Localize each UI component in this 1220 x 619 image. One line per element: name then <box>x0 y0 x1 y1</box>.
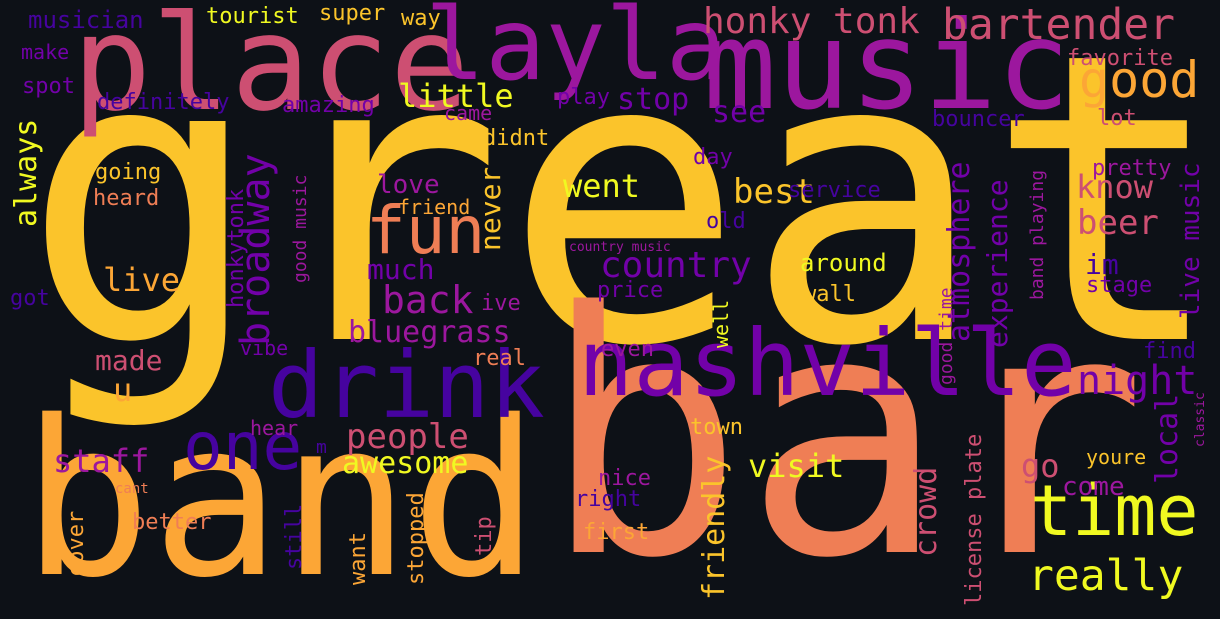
word-service: service <box>788 178 881 203</box>
word-vibe: vibe <box>240 336 289 360</box>
word-bouncer: bouncer <box>932 107 1025 132</box>
word-come: come <box>1062 472 1125 502</box>
word-good-music: good music <box>290 174 311 283</box>
word-bluegrass: bluegrass <box>348 315 511 350</box>
word-stop: stop <box>617 82 690 117</box>
word-awesome: awesome <box>342 446 469 481</box>
word-bartender: bartender <box>942 0 1175 50</box>
word-little: little <box>398 77 514 115</box>
word-tourist: tourist <box>206 4 299 29</box>
word-layla: layla <box>425 0 727 103</box>
word-made: made <box>95 344 163 377</box>
word-never: never <box>474 166 507 251</box>
word-definitely: definitely <box>97 90 230 115</box>
word-tip: tip <box>472 516 497 556</box>
word-honkytonk: honkytonk <box>224 188 249 308</box>
word-beer: beer <box>1077 203 1159 243</box>
word-love: love <box>377 170 440 200</box>
word-band-playing: band playing <box>1027 169 1048 300</box>
word-nice: nice <box>598 466 651 491</box>
word-cant: cant <box>115 481 149 497</box>
word-wall: wall <box>803 282 856 307</box>
word-make: make <box>21 40 70 64</box>
word-stopped: stopped <box>404 492 429 585</box>
word-day: day <box>693 145 733 170</box>
word-place: place <box>72 0 470 141</box>
word-old: old <box>706 209 746 234</box>
word-musician: musician <box>28 6 144 34</box>
word-band: band <box>22 374 540 619</box>
word-didnt: didnt <box>483 126 550 151</box>
word-back: back <box>382 278 474 322</box>
word-live-music: live music <box>1176 162 1206 319</box>
word-go: go <box>1021 447 1060 485</box>
word-stage: stage <box>1086 273 1153 298</box>
word-youre: youre <box>1086 445 1147 469</box>
word-great: great <box>22 0 1220 434</box>
word-much: much <box>367 253 435 286</box>
word-classic: classic <box>1193 392 1208 447</box>
word-staff: staff <box>53 442 150 480</box>
word-im: im <box>1085 248 1119 281</box>
word-drink: drink <box>268 332 545 439</box>
word-local: local <box>1150 393 1185 484</box>
word-nashville: nashville <box>578 310 1077 417</box>
word-experience: experience <box>981 179 1014 348</box>
word-honky-tonk: honky tonk <box>703 1 920 42</box>
word-got: got <box>10 286 50 311</box>
word-see: see <box>712 95 767 130</box>
word-first: first <box>583 520 650 545</box>
word-amazing: amazing <box>282 93 375 118</box>
word-visit: visit <box>748 447 845 485</box>
word-play: play <box>557 85 610 110</box>
word-friend: friend <box>398 195 471 219</box>
word-people: people <box>346 417 469 457</box>
word-good-time: good time <box>936 287 957 385</box>
word-u: u <box>113 371 133 409</box>
word-hear: hear <box>250 416 299 440</box>
word-pretty: pretty <box>1092 156 1172 181</box>
word-around: around <box>800 249 887 277</box>
word-lot: lot <box>1097 106 1137 131</box>
word-heard: heard <box>93 186 160 211</box>
word-want: want <box>346 532 371 585</box>
word-license-plate: license plate <box>962 433 987 606</box>
word-spot: spot <box>22 74 75 99</box>
word-price: price <box>597 278 664 303</box>
word-even: even <box>601 337 654 362</box>
word-music: music <box>703 0 1071 137</box>
word-town: town <box>690 415 743 440</box>
word-came: came <box>444 101 493 125</box>
word-way: way <box>401 6 441 31</box>
word-super: super <box>319 1 386 26</box>
word-favorite: favorite <box>1067 46 1173 71</box>
word-bar: bar <box>542 242 1148 619</box>
word-still: still <box>282 503 307 570</box>
word-country: country <box>600 245 752 286</box>
word-find: find <box>1143 339 1196 364</box>
word-night: night <box>1077 358 1198 404</box>
word-crowd: crowd <box>909 466 944 557</box>
word-really: really <box>1028 551 1184 601</box>
word-better: better <box>132 510 212 535</box>
word-good: good <box>1079 51 1200 109</box>
word-ive: ive <box>481 291 521 316</box>
word-one: one <box>183 408 303 485</box>
word-m: m <box>316 437 327 458</box>
word-going: going <box>95 160 162 185</box>
word-went: went <box>563 167 641 205</box>
word-know: know <box>1076 168 1154 206</box>
word-friendly: friendly <box>697 455 732 601</box>
word-real: real <box>473 346 526 371</box>
word-well: well <box>709 299 733 348</box>
word-cover: cover <box>64 510 89 577</box>
word-country-music: country music <box>569 240 671 255</box>
word-time: time <box>1030 470 1199 552</box>
word-always: always <box>9 118 44 227</box>
word-live: live <box>103 261 181 299</box>
word-fun: fun <box>366 192 486 269</box>
word-best: best <box>733 172 815 212</box>
word-right: right <box>575 487 642 512</box>
